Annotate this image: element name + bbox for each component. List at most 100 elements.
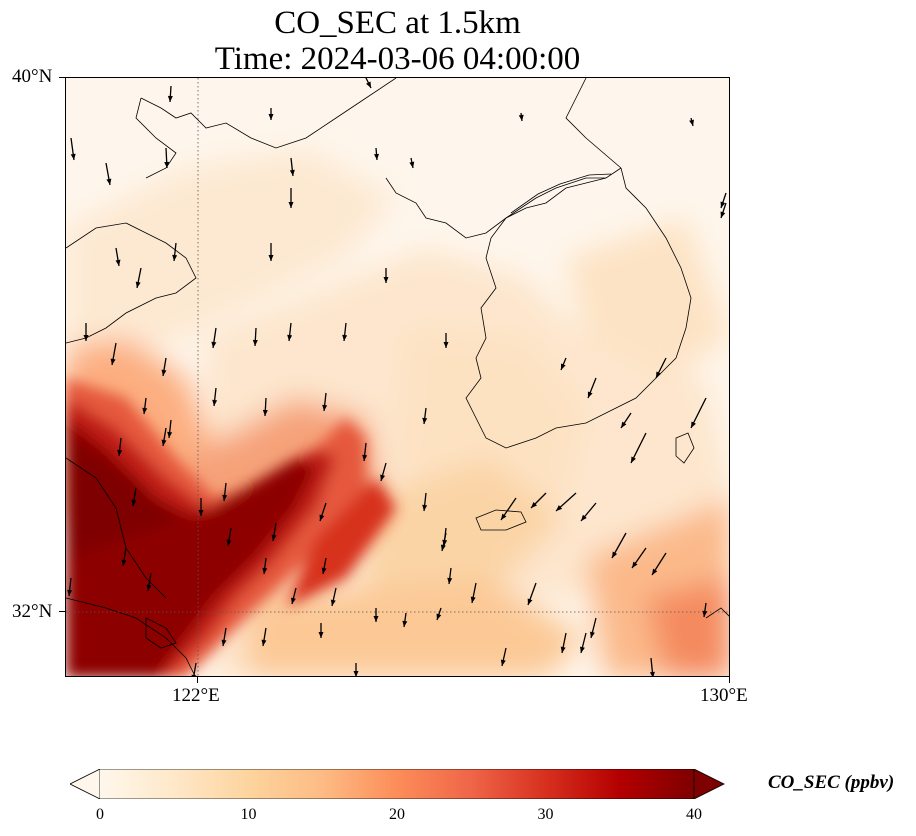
wind-arrow-head (289, 169, 295, 176)
wind-vectors (67, 78, 727, 676)
wind-arrow-head (443, 342, 449, 348)
wind-arrow-head (560, 646, 566, 653)
wind-arrow-head (380, 474, 386, 481)
wind-arrow-head (226, 539, 232, 546)
wind-arrow-head (146, 584, 152, 591)
wind-arrow-head (656, 371, 661, 378)
wind-arrow-head (720, 211, 726, 218)
wind-arrow-head (440, 544, 446, 551)
wind-arrow-head (252, 339, 258, 346)
wind-arrow-head (702, 610, 708, 617)
wind-arrow-head (720, 201, 726, 208)
colorbar-tick-20: 20 (389, 806, 405, 823)
wind-arrow-head (142, 407, 148, 414)
lat-lon-gridlines (66, 78, 729, 676)
wind-arrow-head (222, 494, 228, 501)
wind-arrow-head (167, 431, 173, 438)
wind-arrow-head (587, 391, 593, 398)
wind-arrow-head (501, 513, 507, 520)
wind-arrow-head (422, 417, 428, 424)
wind-arrow-head (161, 369, 167, 376)
wind-arrow-head (291, 597, 296, 604)
wind-arrow-head (362, 454, 368, 461)
wind-arrow-head (383, 277, 389, 283)
wind-arrow-head (198, 510, 204, 516)
wind-arrow-head (447, 577, 453, 584)
wind-arrow-head (161, 439, 167, 446)
wind-arrow-head (117, 449, 123, 456)
wind-arrow-head (353, 671, 359, 676)
wind-arrow-head (321, 567, 327, 574)
wind-arrow-head (531, 501, 538, 508)
wind-arrow-head (261, 639, 267, 646)
coastlines (66, 78, 729, 676)
wind-arrow-head (402, 620, 408, 627)
wind-arrow-head (67, 589, 73, 596)
lon-label-122e: 122°E (172, 685, 220, 706)
colorbar-tick-40: 40 (686, 806, 702, 823)
wind-arrow-head (632, 561, 638, 568)
lat-label-32n: 32°N (12, 601, 53, 622)
wind-arrow-head (500, 659, 506, 666)
lat-label-40n: 40°N (12, 66, 53, 87)
wind-arrow-head (649, 671, 655, 676)
map-canvas (66, 78, 729, 676)
wind-arrow-head (652, 568, 658, 575)
wind-arrow-head (689, 119, 694, 126)
wind-arrow-head (319, 514, 325, 521)
wind-arrow-head (518, 114, 524, 121)
lon-label-130e: 130°E (700, 685, 748, 706)
wind-arrow-head (422, 504, 428, 511)
wind-arrow-head (366, 81, 371, 88)
wind-arrow-head (262, 567, 268, 574)
wind-arrow-head (271, 534, 277, 541)
wind-arrow-head (131, 499, 137, 506)
wind-arrow-head (581, 514, 587, 521)
wind-arrow-head (322, 404, 328, 411)
wind-arrow-head (436, 613, 442, 620)
colorbar-gradient (100, 769, 694, 799)
lon-tick-122e (197, 677, 198, 683)
colorbar-tick-30: 30 (537, 806, 554, 823)
colorbar-title: CO_SEC (ppbv) (768, 772, 895, 793)
wind-arrow (193, 662, 197, 676)
wind-arrow-head (221, 639, 227, 646)
colorbar-tick-10: 10 (240, 806, 257, 823)
wind-arrow-head (115, 259, 121, 266)
wind-arrow-head (318, 632, 324, 638)
colorbar-tick-0: 0 (96, 806, 104, 823)
wind-arrow-head (164, 161, 170, 168)
wind-arrow-head (268, 114, 274, 120)
map-panel[interactable] (65, 77, 730, 677)
wind-arrow-head (580, 646, 585, 653)
wind-arrow-head (287, 334, 293, 341)
colorbar (70, 769, 726, 799)
wind-arrow-head (342, 334, 348, 341)
wind-arrow-head (409, 161, 415, 168)
wind-arrow-head (172, 254, 178, 261)
wind-arrow-head (288, 202, 294, 208)
colorbar-min-extension (70, 769, 101, 799)
wind-arrow-head (442, 539, 448, 546)
wind-arrow-head (268, 255, 274, 261)
wind-arrow-head (262, 409, 268, 416)
wind-arrow-head (191, 674, 197, 676)
wind-arrow-head (373, 616, 379, 622)
colorbar-max-extension (693, 769, 725, 799)
chart-title-line1: CO_SEC at 1.5km (274, 5, 521, 41)
wind-arrow-head (691, 421, 696, 428)
wind-arrow-head (212, 399, 218, 406)
lat-tick-32n (59, 611, 65, 612)
wind-arrow-head (612, 551, 618, 558)
wind-arrow-head (527, 598, 533, 605)
lon-tick-130e (729, 677, 730, 683)
wind-arrow-head (590, 631, 595, 638)
co-concentration-field (66, 78, 729, 676)
wind-arrow-head (374, 153, 379, 160)
wind-arrow-head (470, 596, 476, 603)
wind-arrow-head (556, 505, 563, 511)
wind-arrow-head (211, 341, 217, 348)
wind-arrow-head (121, 559, 127, 566)
wind-arrow-head (106, 178, 112, 185)
chart-title-line2: Time: 2024-03-06 04:00:00 (214, 41, 581, 77)
